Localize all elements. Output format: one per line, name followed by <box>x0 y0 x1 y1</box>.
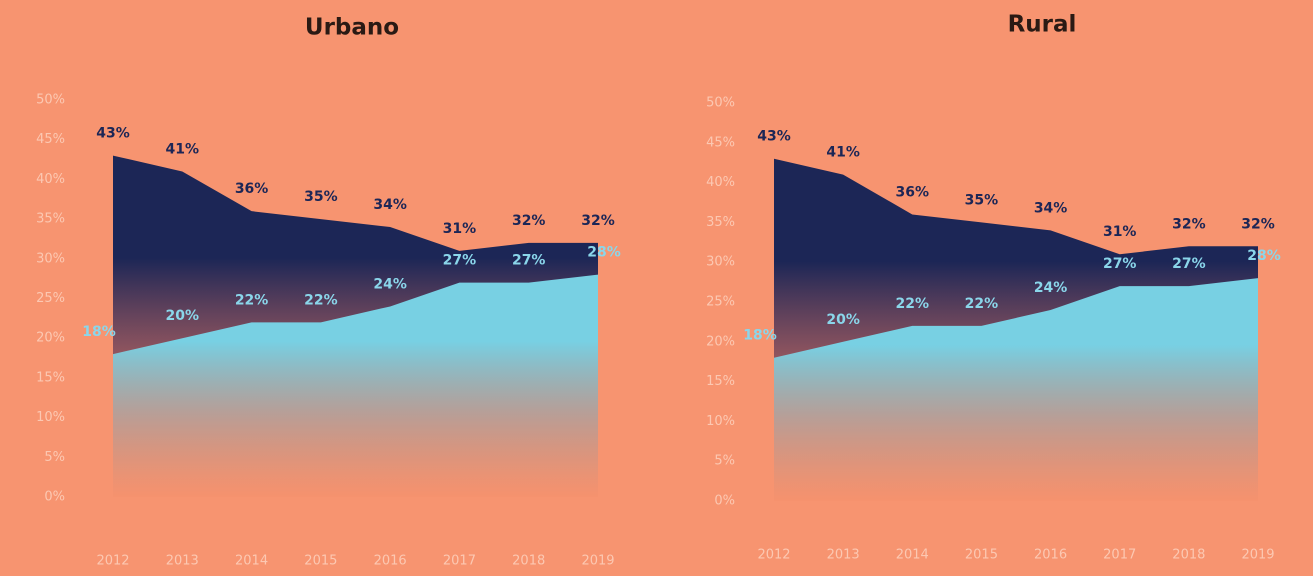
y-tick-label: 5% <box>44 450 65 465</box>
value-label: 41% <box>826 145 860 161</box>
area <box>774 278 1258 501</box>
area <box>113 274 598 497</box>
x-tick-label: 2013 <box>166 554 199 569</box>
y-tick-label: 15% <box>36 370 65 385</box>
y-tick-label: 5% <box>714 454 735 469</box>
x-tick-label: 2018 <box>1172 548 1205 563</box>
x-tick-label: 2018 <box>512 554 545 569</box>
value-label: 43% <box>757 129 791 145</box>
value-label: 31% <box>443 221 477 237</box>
value-label: 28% <box>587 245 621 261</box>
value-label: 32% <box>1241 216 1275 232</box>
value-label: 22% <box>965 296 999 312</box>
y-tick-label: 20% <box>36 331 65 346</box>
value-label: 32% <box>581 213 615 229</box>
x-tick-label: 2012 <box>757 548 790 563</box>
y-tick-label: 35% <box>36 212 65 227</box>
x-tick-label: 2017 <box>443 554 476 569</box>
value-label: 22% <box>896 296 930 312</box>
value-label: 31% <box>1103 224 1137 240</box>
value-label: 27% <box>1172 256 1206 272</box>
y-tick-label: 25% <box>706 295 735 310</box>
x-tick-label: 2013 <box>827 548 860 563</box>
y-tick-label: 50% <box>36 93 65 108</box>
value-label: 41% <box>166 141 200 157</box>
x-tick-label: 2015 <box>304 554 337 569</box>
y-tick-label: 40% <box>36 172 65 187</box>
value-label: 22% <box>304 292 338 308</box>
value-label: 20% <box>826 312 860 328</box>
y-tick-label: 0% <box>44 490 65 505</box>
x-tick-label: 2019 <box>581 554 614 569</box>
x-tick-label: 2012 <box>96 554 129 569</box>
value-label: 27% <box>1103 256 1137 272</box>
x-tick-label: 2016 <box>374 554 407 569</box>
value-label: 34% <box>1034 200 1068 216</box>
y-tick-label: 15% <box>706 374 735 389</box>
value-label: 28% <box>1247 248 1281 264</box>
value-label: 32% <box>1172 216 1206 232</box>
x-tick-label: 2017 <box>1103 548 1136 563</box>
value-label: 27% <box>443 253 477 269</box>
value-label: 24% <box>373 276 407 292</box>
x-tick-label: 2016 <box>1034 548 1067 563</box>
x-tick-label: 2019 <box>1241 548 1274 563</box>
value-label: 27% <box>512 253 546 269</box>
value-label: 32% <box>512 213 546 229</box>
y-tick-label: 45% <box>36 132 65 147</box>
value-label: 22% <box>235 292 269 308</box>
y-tick-label: 45% <box>706 135 735 150</box>
x-tick-label: 2015 <box>965 548 998 563</box>
y-tick-label: 10% <box>706 414 735 429</box>
value-label: 34% <box>373 197 407 213</box>
value-label: 35% <box>304 189 338 205</box>
value-label: 36% <box>235 181 269 197</box>
y-tick-label: 35% <box>706 215 735 230</box>
value-label: 18% <box>743 328 777 344</box>
value-label: 43% <box>96 126 130 142</box>
y-tick-label: 30% <box>706 255 735 270</box>
y-tick-label: 30% <box>36 251 65 266</box>
y-tick-label: 40% <box>706 175 735 190</box>
y-tick-label: 50% <box>706 96 735 111</box>
chart-title: Urbano <box>305 15 399 41</box>
x-tick-label: 2014 <box>235 554 268 569</box>
value-label: 36% <box>896 184 930 200</box>
y-tick-label: 25% <box>36 291 65 306</box>
y-tick-label: 20% <box>706 334 735 349</box>
x-tick-label: 2014 <box>896 548 929 563</box>
y-tick-label: 10% <box>36 410 65 425</box>
value-label: 20% <box>166 308 200 324</box>
y-tick-label: 0% <box>714 494 735 509</box>
chart-title: Rural <box>1008 12 1077 38</box>
value-label: 35% <box>965 192 999 208</box>
value-label: 24% <box>1034 280 1068 296</box>
value-label: 18% <box>82 324 116 340</box>
